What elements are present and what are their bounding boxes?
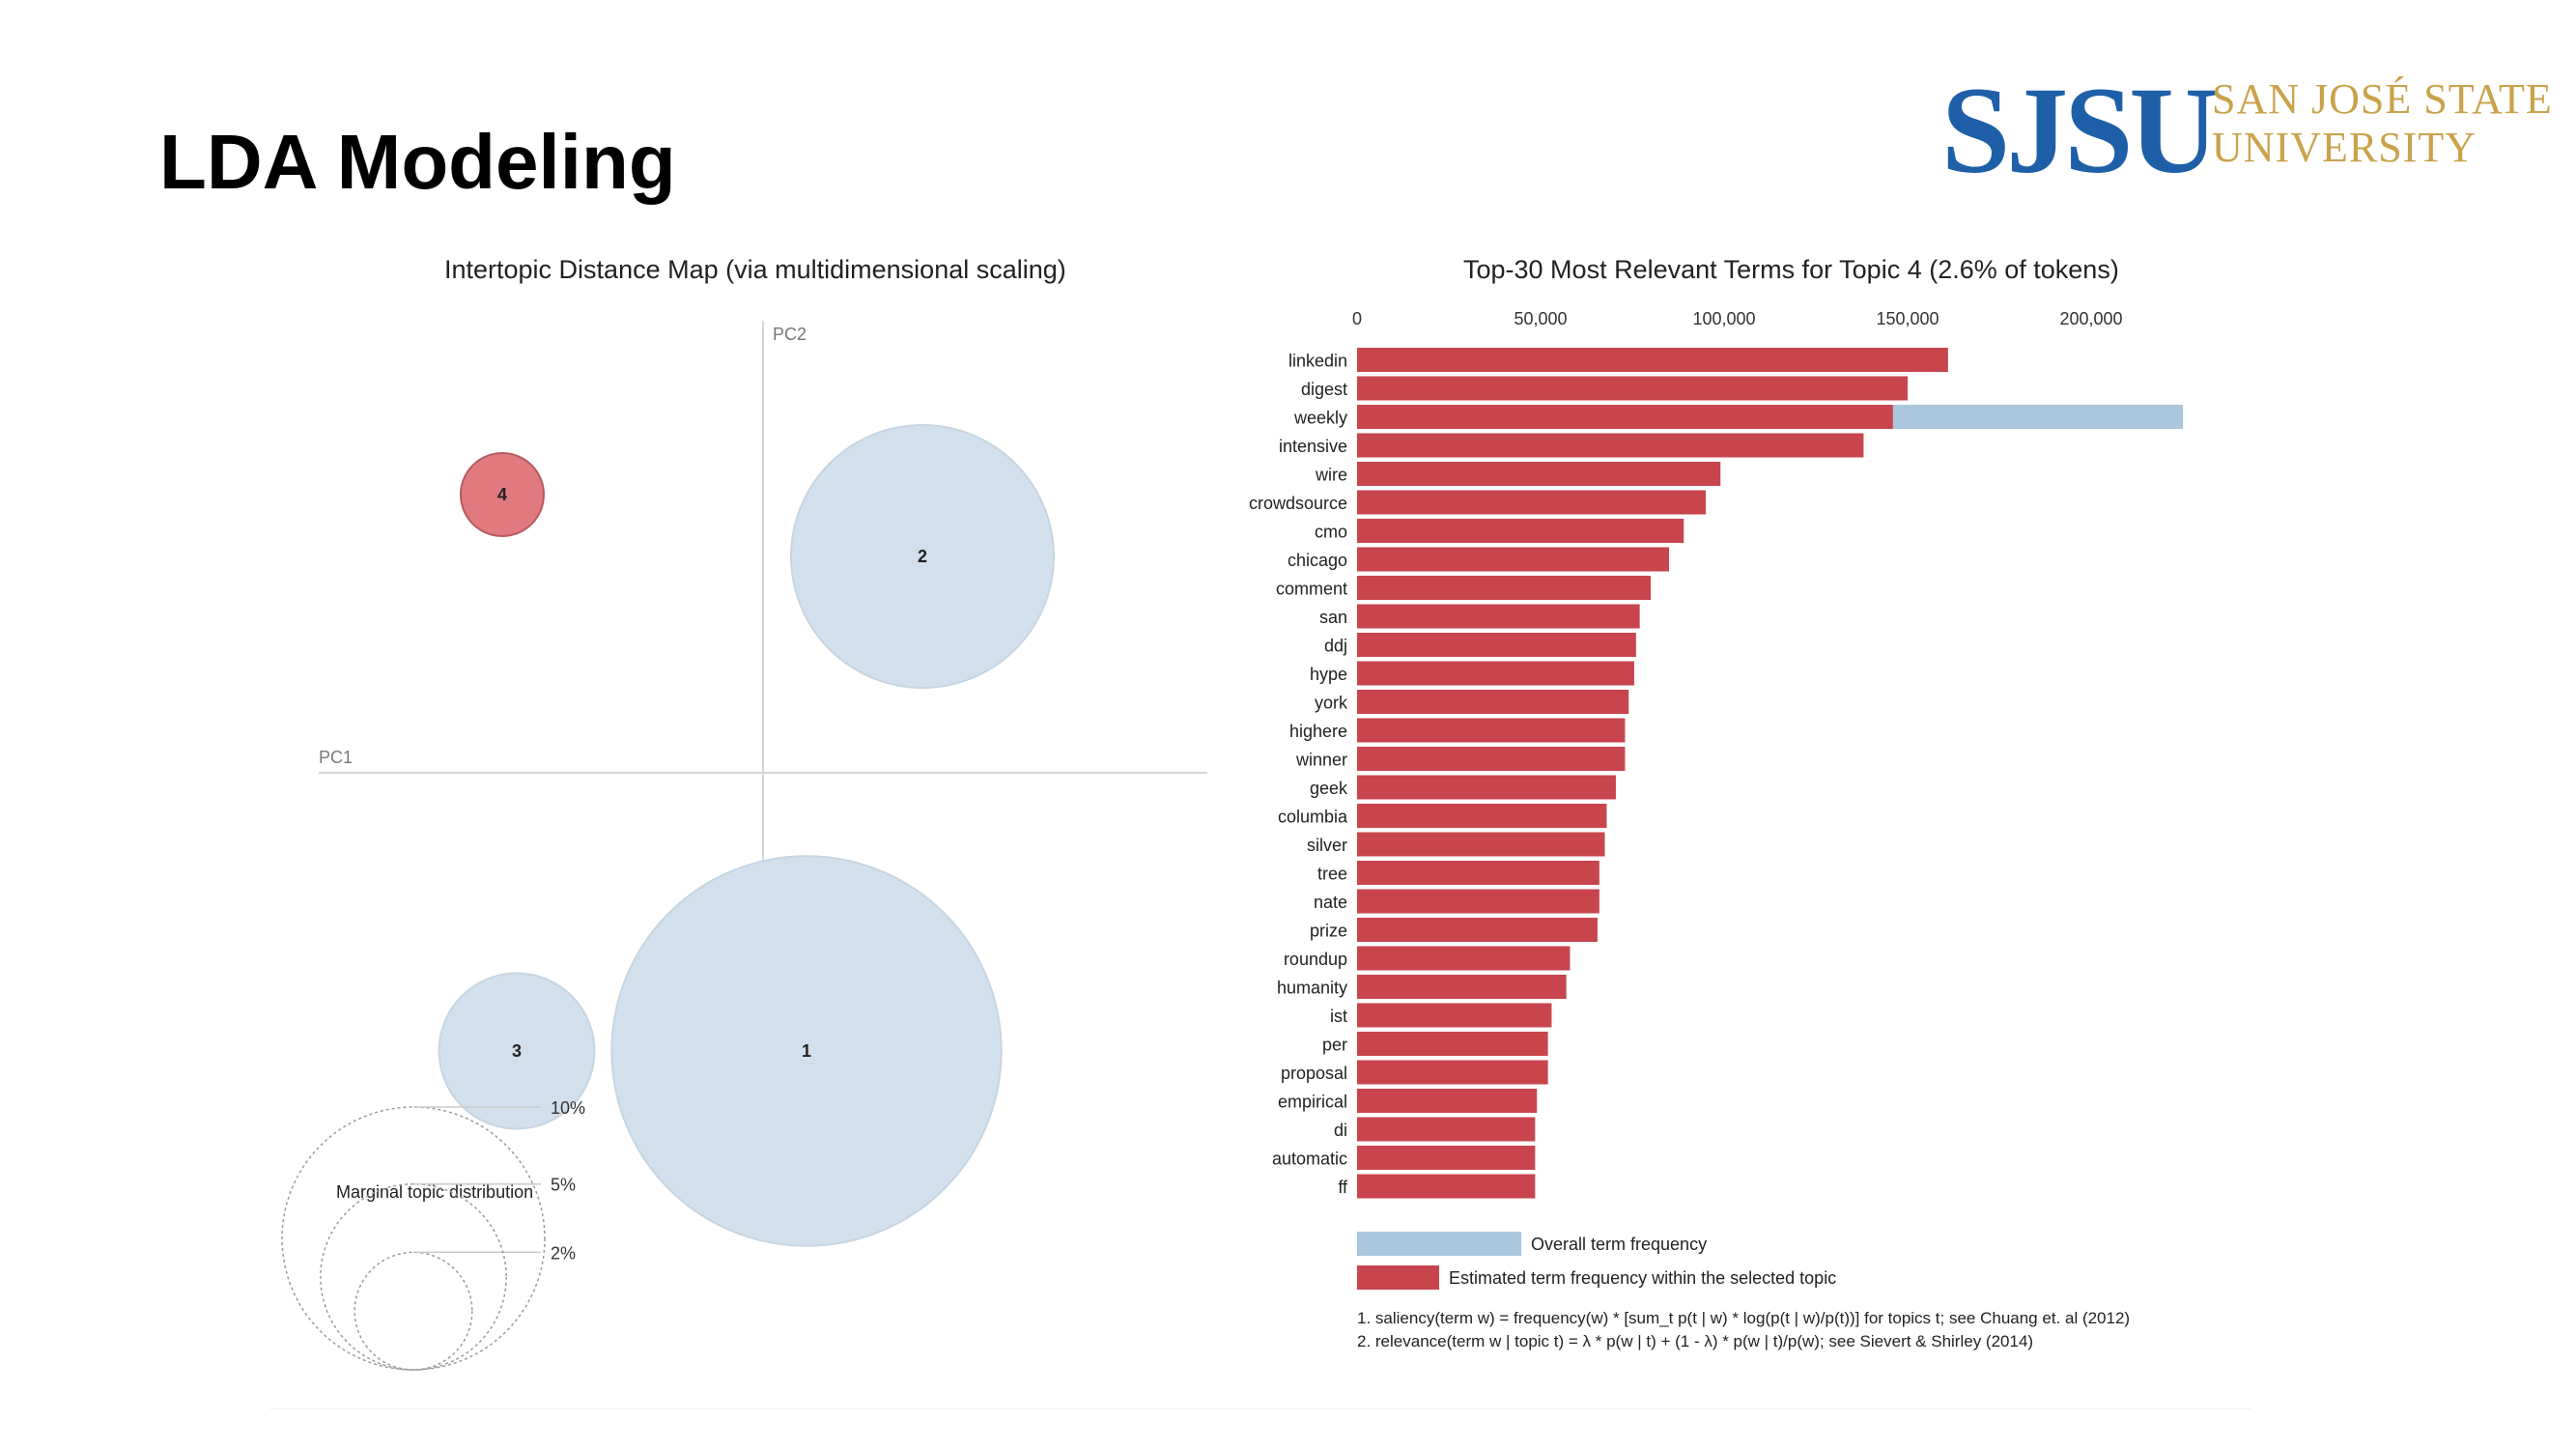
term-label: digest bbox=[1301, 380, 1347, 399]
term-label: york bbox=[1315, 694, 1348, 713]
term-label: roundup bbox=[1284, 950, 1347, 969]
term-label: linkedin bbox=[1288, 352, 1347, 371]
topic-label-3: 3 bbox=[512, 1041, 522, 1061]
logo-wordmark: SAN JOSÉ STATE UNIVERSITY bbox=[2212, 75, 2553, 172]
topic-bar bbox=[1357, 576, 1651, 600]
size-legend-label-0: 2% bbox=[551, 1243, 576, 1263]
term-label: nate bbox=[1314, 893, 1347, 912]
term-label: san bbox=[1319, 608, 1347, 627]
topic-bar bbox=[1357, 1146, 1536, 1170]
topic-bar bbox=[1357, 747, 1626, 771]
x-tick-label-0: 0 bbox=[1352, 309, 1362, 328]
legend-swatch-overall bbox=[1357, 1232, 1521, 1256]
x-tick-label-4: 200,000 bbox=[2059, 309, 2122, 328]
size-legend-title: Marginal topic distribution bbox=[336, 1182, 533, 1202]
term-label: crowdsource bbox=[1249, 494, 1347, 513]
topic-circle-2 bbox=[790, 424, 1055, 689]
topic-bar bbox=[1357, 889, 1599, 914]
intertopic-map-title: Intertopic Distance Map (via multidimens… bbox=[444, 255, 1066, 284]
topic-circle-4 bbox=[460, 452, 545, 537]
legend-label-topic: Estimated term frequency within the sele… bbox=[1449, 1268, 1836, 1288]
topic-bar bbox=[1357, 718, 1626, 743]
term-label: columbia bbox=[1278, 808, 1348, 827]
topic-bar bbox=[1357, 433, 1864, 458]
size-legend-label-1: 5% bbox=[551, 1176, 576, 1195]
topic-bar bbox=[1357, 1060, 1548, 1085]
topic-label-2: 2 bbox=[918, 547, 927, 566]
logo-line-1: SAN JOSÉ STATE bbox=[2212, 75, 2553, 123]
size-legend-circle-2 bbox=[281, 1106, 546, 1371]
term-label: highere bbox=[1289, 722, 1347, 741]
topic-bar bbox=[1357, 1174, 1536, 1199]
term-label: empirical bbox=[1278, 1093, 1347, 1112]
topic-bar bbox=[1357, 519, 1684, 543]
topic-bar bbox=[1357, 1117, 1536, 1142]
topic-bar bbox=[1357, 547, 1669, 572]
topic-bar bbox=[1357, 918, 1598, 942]
term-label: tree bbox=[1317, 865, 1347, 884]
legend-swatch-topic bbox=[1357, 1265, 1439, 1290]
size-legend-label-2: 10% bbox=[551, 1098, 585, 1118]
term-label: automatic bbox=[1272, 1150, 1347, 1169]
topic-bar bbox=[1357, 633, 1636, 657]
term-label: ddj bbox=[1324, 637, 1347, 656]
topic-label-1: 1 bbox=[802, 1041, 811, 1061]
x-tick-label-3: 150,000 bbox=[1876, 309, 1939, 328]
pc2-axis-label: PC2 bbox=[773, 325, 807, 344]
term-label: comment bbox=[1276, 580, 1347, 599]
topic-bar bbox=[1357, 1003, 1552, 1028]
term-label: cmo bbox=[1315, 523, 1347, 542]
size-legend-circle-0 bbox=[354, 1251, 473, 1371]
topic-bar bbox=[1357, 661, 1634, 686]
term-label: humanity bbox=[1277, 979, 1347, 998]
topic-bar bbox=[1357, 490, 1706, 515]
topic-bar bbox=[1357, 604, 1640, 629]
term-label: ist bbox=[1330, 1007, 1347, 1026]
topic-bar bbox=[1357, 348, 1948, 372]
footnote-2: 2. relevance(term w | topic t) = λ * p(w… bbox=[1357, 1332, 2033, 1350]
topic-circle-1 bbox=[610, 855, 1003, 1247]
topic-bar bbox=[1357, 462, 1721, 486]
term-label: prize bbox=[1310, 922, 1347, 941]
topic-label-4: 4 bbox=[497, 485, 507, 504]
term-label: di bbox=[1334, 1121, 1347, 1140]
term-label: proposal bbox=[1281, 1064, 1347, 1083]
topic-bar bbox=[1357, 804, 1607, 828]
term-label: chicago bbox=[1288, 551, 1347, 570]
footnote-1: 1. saliency(term w) = frequency(w) * [su… bbox=[1357, 1309, 2130, 1327]
size-legend-circle-1 bbox=[320, 1182, 507, 1371]
topic-bar bbox=[1357, 1089, 1538, 1113]
term-label: wire bbox=[1315, 466, 1347, 485]
x-tick-label-2: 100,000 bbox=[1692, 309, 1755, 328]
topic-bar bbox=[1357, 832, 1605, 857]
term-label: per bbox=[1322, 1036, 1347, 1055]
top-terms-title: Top-30 Most Relevant Terms for Topic 4 (… bbox=[1463, 255, 2119, 284]
topic-bar bbox=[1357, 946, 1571, 971]
topic-bar bbox=[1357, 1032, 1548, 1056]
divider bbox=[270, 1408, 2250, 1409]
pc1-axis-label: PC1 bbox=[319, 748, 353, 767]
legend-label-overall: Overall term frequency bbox=[1531, 1235, 1707, 1254]
sjsu-logo: SJSU SAN JOSÉ STATE UNIVERSITY bbox=[1941, 62, 2552, 199]
logo-mark: SJSU bbox=[1941, 62, 2219, 199]
term-label: geek bbox=[1310, 779, 1348, 798]
term-label: silver bbox=[1307, 836, 1347, 855]
topic-bar bbox=[1357, 861, 1599, 885]
topic-bar bbox=[1357, 975, 1567, 999]
x-tick-label-1: 50,000 bbox=[1514, 309, 1567, 328]
slide-title: LDA Modeling bbox=[159, 119, 676, 205]
topic-circle-3 bbox=[438, 972, 596, 1130]
topic-bar bbox=[1357, 376, 1908, 401]
topic-bar bbox=[1357, 690, 1629, 714]
term-label: weekly bbox=[1293, 409, 1347, 428]
topic-bar bbox=[1357, 405, 1893, 429]
term-label: winner bbox=[1295, 751, 1347, 770]
topic-bar bbox=[1357, 775, 1616, 800]
term-label: intensive bbox=[1279, 437, 1347, 456]
term-label: ff bbox=[1338, 1178, 1348, 1197]
logo-line-2: UNIVERSITY bbox=[2212, 124, 2477, 171]
term-label: hype bbox=[1310, 665, 1347, 684]
